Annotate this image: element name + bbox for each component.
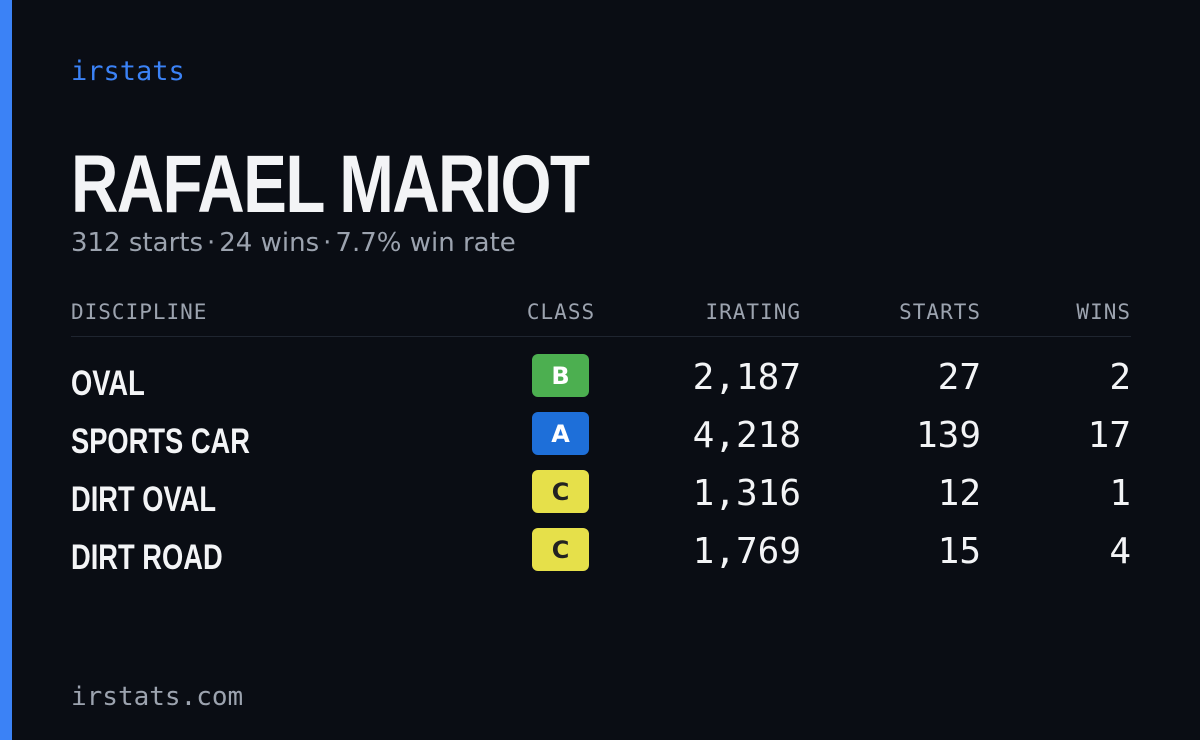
- discipline-name: OVAL: [71, 364, 145, 403]
- discipline-name: DIRT OVAL: [71, 480, 217, 519]
- header-starts: STARTS: [899, 300, 981, 324]
- wins-value: 1: [1109, 473, 1131, 514]
- table-row: DIRT ROAD C 1,769 15 4: [71, 524, 1131, 582]
- starts-summary: 312 starts: [71, 228, 203, 258]
- wins-summary: 24 wins: [219, 228, 320, 258]
- irating-value: 2,187: [692, 357, 801, 398]
- header-irating: IRATING: [705, 300, 801, 324]
- wins-value: 2: [1109, 357, 1131, 398]
- class-badge: B: [532, 354, 589, 397]
- wins-value: 17: [1087, 415, 1131, 456]
- table-row: DIRT OVAL C 1,316 12 1: [71, 466, 1131, 524]
- table-row: SPORTS CAR A 4,218 139 17: [71, 408, 1131, 466]
- table-row: OVAL B 2,187 27 2: [71, 350, 1131, 408]
- starts-value: 12: [937, 473, 981, 514]
- discipline-table: OVAL B 2,187 27 2 SPORTS CAR A 4,218 139…: [71, 350, 1131, 582]
- table-header: DISCIPLINE CLASS IRATING STARTS WINS: [71, 300, 1131, 337]
- irating-value: 4,218: [692, 415, 801, 456]
- discipline-name: DIRT ROAD: [71, 538, 223, 577]
- header-wins: WINS: [1076, 300, 1131, 324]
- starts-value: 27: [937, 357, 981, 398]
- class-badge: C: [532, 470, 589, 513]
- winrate-summary: 7.7% win rate: [335, 228, 516, 258]
- separator: ·: [207, 228, 216, 258]
- driver-name: RAFAEL MARIOT: [71, 139, 590, 230]
- class-badge: A: [532, 412, 589, 455]
- irating-value: 1,316: [692, 473, 801, 514]
- irating-value: 1,769: [692, 531, 801, 572]
- footer-url[interactable]: irstats.com: [71, 682, 244, 712]
- brand-logo[interactable]: irstats: [71, 56, 185, 87]
- starts-value: 15: [937, 531, 981, 572]
- separator: ·: [323, 228, 332, 258]
- accent-bar: [0, 0, 12, 740]
- header-class: CLASS: [526, 300, 596, 324]
- class-badge: C: [532, 528, 589, 571]
- driver-summary: 312 starts · 24 wins · 7.7% win rate: [71, 228, 516, 258]
- header-discipline: DISCIPLINE: [71, 300, 208, 324]
- starts-value: 139: [915, 415, 981, 456]
- wins-value: 4: [1109, 531, 1131, 572]
- discipline-name: SPORTS CAR: [71, 422, 250, 461]
